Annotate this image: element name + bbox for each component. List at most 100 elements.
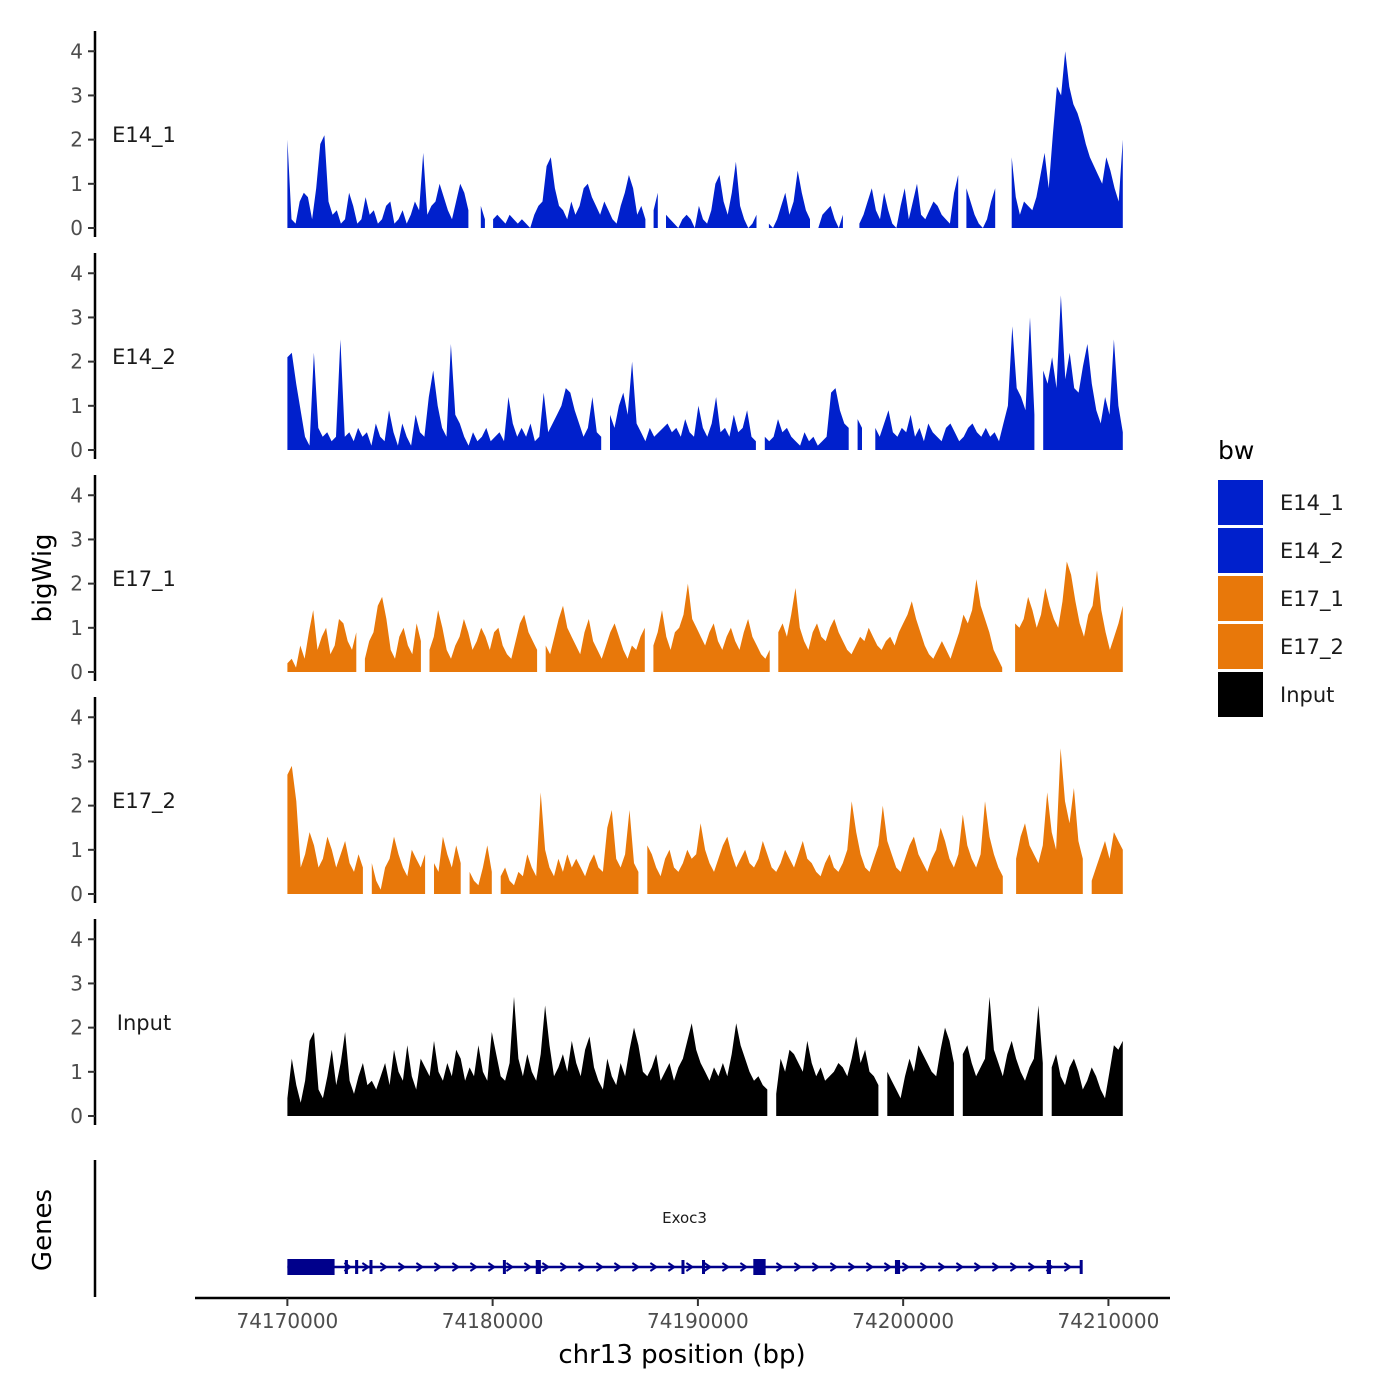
strand-arrow [649,1262,659,1272]
legend-label: E17_2 [1280,635,1344,660]
strand-arrow [559,1262,569,1272]
strand-arrow [361,1262,371,1272]
strand-arrow [973,1262,983,1272]
gene-exon [502,1260,506,1274]
gene-panel-title: Genes [28,1189,58,1271]
strand-arrow [469,1262,479,1272]
strand-arrow [631,1262,641,1272]
strand-arrow [865,1262,875,1272]
legend-label: E14_1 [1280,491,1344,516]
y-tick-label: 1 [70,1060,83,1084]
y-tick-label: 4 [70,483,83,507]
y-tick-label: 4 [70,927,83,951]
x-tick-label: 74190000 [647,1309,749,1333]
y-tick-label: 3 [70,971,83,995]
gene-exon [535,1260,541,1274]
legend-key-e17_2 [1218,624,1263,669]
legend-title: bw [1218,436,1254,465]
strand-arrow [415,1262,425,1272]
area-e17_2 [287,748,1123,894]
gene-exon [287,1259,335,1275]
strand-arrow [541,1262,551,1272]
gene-exon [894,1260,901,1274]
y-tick-label: 2 [70,350,83,374]
y-tick-label: 2 [70,572,83,596]
area-input [287,996,1123,1116]
y-tick-label: 0 [70,882,83,906]
gene-exon [702,1260,705,1274]
y-tick-label: 3 [70,83,83,107]
gene-panel: Exoc3 [93,1160,1083,1297]
gene-exon [753,1259,766,1275]
strand-arrow [667,1262,677,1272]
strand-arrow [883,1262,893,1272]
strand-arrow [595,1262,605,1272]
legend-label: Input [1280,683,1334,707]
strand-arrow [793,1262,803,1272]
y-tick-label: 4 [70,261,83,285]
strand-arrow [811,1262,821,1272]
strand-arrow [703,1262,713,1272]
strand-arrow [685,1262,695,1272]
track-input: 0 1 2 3 4 Input [70,919,1123,1128]
y-tick-label: 4 [70,39,83,63]
track-label: Input [117,1011,171,1035]
x-tick-label: 74210000 [1058,1309,1160,1333]
y-tick-label: 3 [70,527,83,551]
track-e14_2: 0 1 2 3 4 E14_2 [70,253,1123,462]
y-tick-label: 0 [70,1104,83,1128]
legend-key-e14_2 [1218,528,1263,573]
gene-exon [1079,1260,1083,1274]
gene-exoc3: Exoc3 [287,1209,1083,1275]
strand-arrow [955,1262,965,1272]
strand-arrow [901,1262,911,1272]
legend-label: E17_1 [1280,587,1344,612]
strand-arrow [829,1262,839,1272]
gene-exon [1046,1260,1051,1274]
y-tick-label: 1 [70,838,83,862]
track-e17_2: 0 1 2 3 4 E17_2 [70,697,1123,906]
legend-key-e14_1 [1218,480,1263,525]
track-e14_1: 0 1 2 3 4 E14_1 [70,31,1123,240]
strand-arrow [775,1262,785,1272]
track-label: E14_1 [112,123,176,148]
strand-arrow [433,1262,443,1272]
tracks-panel: 0 1 2 3 4 E14_1 0 1 2 3 4 E14_2 0 1 2 3 4 E17_1 0 1 2 3 4 E17_2… [70,31,1123,1128]
strand-arrow [613,1262,623,1272]
gene-exon [355,1260,359,1274]
strand-arrow [451,1262,461,1272]
strand-arrow [991,1262,1001,1272]
x-tick-label: 74170000 [236,1309,338,1333]
area-e14_1 [287,51,1123,228]
strand-arrow [919,1262,929,1272]
gene-name-label: Exoc3 [662,1209,707,1227]
track-label: E17_2 [112,789,176,814]
y-tick-label: 3 [70,749,83,773]
legend-label: E14_2 [1280,539,1344,564]
y-tick-label: 0 [70,660,83,684]
gene-exon [369,1260,373,1274]
x-axis-title: chr13 position (bp) [558,1340,805,1370]
strand-arrow [379,1262,389,1272]
gene-exon [344,1260,348,1274]
strand-arrow [523,1262,533,1272]
y-tick-label: 1 [70,172,83,196]
track-label: E14_2 [112,345,176,370]
strand-arrow [1009,1262,1019,1272]
x-tick-label: 74200000 [852,1309,954,1333]
area-e14_2 [287,295,1123,450]
legend: bw E14_1 E14_2 E17_1 E17_2 Input [1218,436,1344,717]
y-tick-label: 0 [70,438,83,462]
strand-arrow [487,1262,497,1272]
legend-key-e17_1 [1218,576,1263,621]
strand-arrow [1027,1262,1037,1272]
strand-arrow [577,1262,587,1272]
x-axis: 74170000 74180000 74190000 74200000 74210000 [195,1296,1170,1333]
y-tick-label: 1 [70,394,83,418]
y-tick-label: 3 [70,305,83,329]
strand-arrow [937,1262,947,1272]
y-tick-label: 4 [70,705,83,729]
track-label: E17_1 [112,567,176,592]
strand-arrow [739,1262,749,1272]
